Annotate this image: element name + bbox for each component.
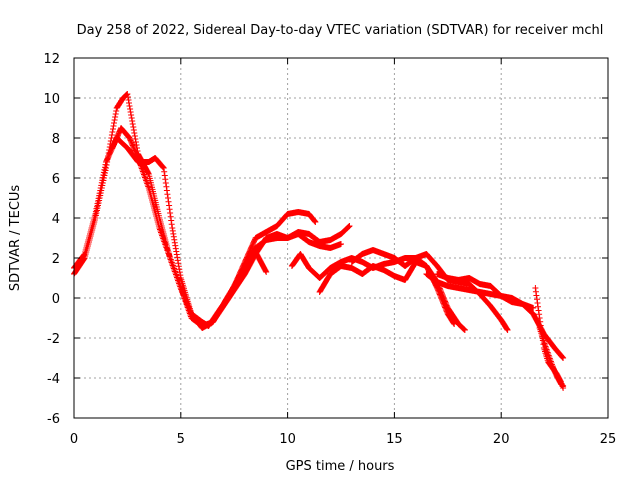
satellite-track-7 xyxy=(348,247,511,333)
x-tick-label: 15 xyxy=(386,432,403,447)
x-tick-label: 0 xyxy=(70,432,78,447)
y-axis-label: SDTVAR / TECUs xyxy=(8,185,23,292)
chart-title: Day 258 of 2022, Sidereal Day-to-day VTE… xyxy=(77,23,604,38)
x-tick-label: 10 xyxy=(279,432,296,447)
plot-frame xyxy=(73,57,609,419)
satellite-track-4-markers xyxy=(241,231,344,271)
y-tick-label: 10 xyxy=(43,92,60,107)
satellite-track-11 xyxy=(536,325,567,389)
satellite-track-9-markers xyxy=(423,271,567,361)
y-tick-label: -4 xyxy=(47,372,60,387)
data-points xyxy=(71,91,567,391)
x-tick-label: 5 xyxy=(177,432,185,447)
x-tick-label: 20 xyxy=(493,432,510,447)
y-tick-label: 12 xyxy=(43,52,60,67)
y-tick-label: 6 xyxy=(52,172,60,187)
satellite-track-6-markers xyxy=(316,259,458,327)
y-tick-label: -2 xyxy=(47,332,60,347)
y-tick-label: 2 xyxy=(52,252,60,267)
axis-ticks: 0 5 10 15 20 25 -6 -4 -2 0 2 4 6 8 10 12 xyxy=(43,52,616,447)
satellite-track-6 xyxy=(316,259,458,327)
x-axis-label: GPS time / hours xyxy=(286,459,395,474)
satellite-track-11-markers xyxy=(536,325,567,389)
grid xyxy=(74,58,608,418)
y-tick-label: -6 xyxy=(47,412,60,427)
y-tick-label: 8 xyxy=(52,132,60,147)
satellite-track-4 xyxy=(241,231,344,271)
x-tick-label: 25 xyxy=(600,432,617,447)
y-tick-label: 4 xyxy=(52,212,60,227)
satellite-track-9 xyxy=(423,271,567,361)
satellite-track-7-markers xyxy=(348,247,511,333)
y-tick-label: 0 xyxy=(52,292,60,307)
